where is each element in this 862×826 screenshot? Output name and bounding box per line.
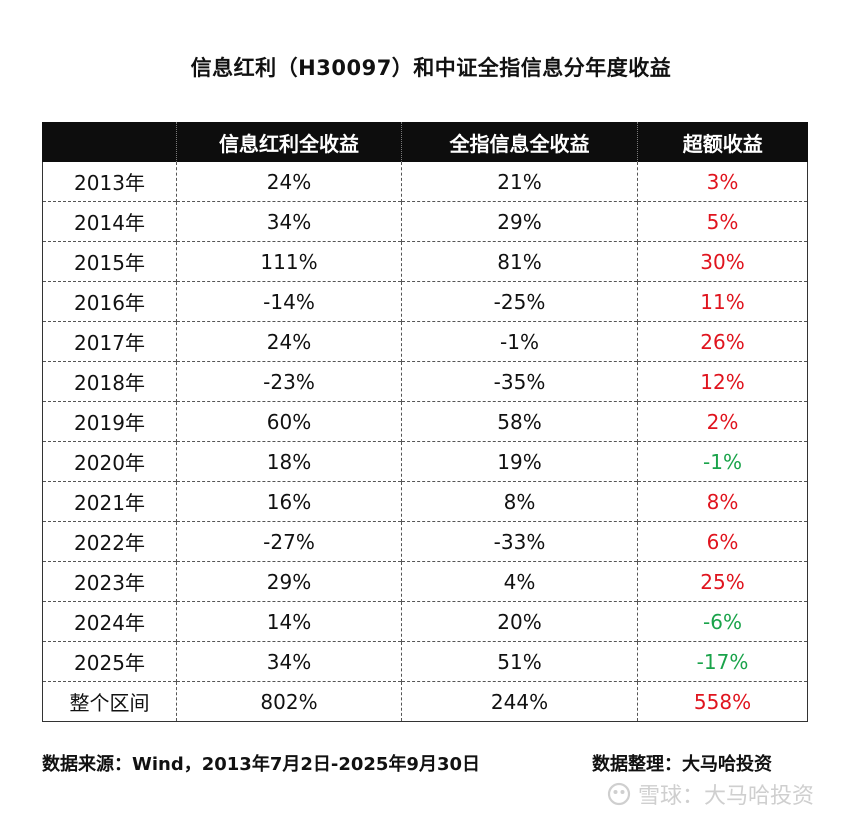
annual-returns-table: 信息红利全收益 全指信息全收益 超额收益 2013年 24% 21% 3% 2014年 3… <box>42 122 808 722</box>
dividend-return-cell: 16% <box>176 481 402 522</box>
year-cell: 2024年 <box>42 601 177 642</box>
index-return-cell: 8% <box>401 481 638 522</box>
year-cell: 2025年 <box>42 641 177 682</box>
excess-return-cell: 26% <box>637 321 808 362</box>
year-cell: 2016年 <box>42 281 177 322</box>
dividend-return-cell: 24% <box>176 162 402 202</box>
index-return-cell: 4% <box>401 561 638 602</box>
excess-return-cell: 5% <box>637 201 808 242</box>
table-body: 2013年 24% 21% 3% 2014年 34% 29% 5% 2015年 111% 81% 30… <box>42 162 808 722</box>
dividend-return-cell: 18% <box>176 441 402 482</box>
table-row: 2025年 34% 51% -17% <box>42 641 808 682</box>
index-return-cell: -25% <box>401 281 638 322</box>
year-cell: 2022年 <box>42 521 177 562</box>
table-row: 2016年 -14% -25% 11% <box>42 281 808 322</box>
excess-return-cell: 6% <box>637 521 808 562</box>
excess-return-cell: 2% <box>637 401 808 442</box>
dividend-return-cell: 14% <box>176 601 402 642</box>
header-index-total-return: 全指信息全收益 <box>401 122 638 162</box>
year-cell: 2019年 <box>42 401 177 442</box>
table-row: 2015年 111% 81% 30% <box>42 241 808 282</box>
year-cell: 2013年 <box>42 162 177 202</box>
table-row: 2021年 16% 8% 8% <box>42 481 808 522</box>
year-cell: 2015年 <box>42 241 177 282</box>
table-row: 2014年 34% 29% 5% <box>42 201 808 242</box>
dividend-return-cell: 24% <box>176 321 402 362</box>
index-return-cell: 81% <box>401 241 638 282</box>
year-cell: 2023年 <box>42 561 177 602</box>
dividend-return-cell: 29% <box>176 561 402 602</box>
table-row: 2017年 24% -1% 26% <box>42 321 808 362</box>
table-row: 2024年 14% 20% -6% <box>42 601 808 642</box>
excess-return-cell: -6% <box>637 601 808 642</box>
data-source-note: 数据来源：Wind，2013年7月2日-2025年9月30日 <box>42 754 481 775</box>
header-excess-return: 超额收益 <box>637 122 808 162</box>
table-header-row: 信息红利全收益 全指信息全收益 超额收益 <box>42 122 808 162</box>
dividend-return-cell: -14% <box>176 281 402 322</box>
header-year <box>42 122 177 162</box>
dividend-return-cell: 60% <box>176 401 402 442</box>
index-return-cell: 51% <box>401 641 638 682</box>
index-return-cell: -35% <box>401 361 638 402</box>
dividend-return-cell: 34% <box>176 641 402 682</box>
year-cell: 2014年 <box>42 201 177 242</box>
excess-return-cell: 25% <box>637 561 808 602</box>
table-row: 2020年 18% 19% -1% <box>42 441 808 482</box>
table-row: 2019年 60% 58% 2% <box>42 401 808 442</box>
table-row: 2013年 24% 21% 3% <box>42 162 808 202</box>
excess-return-cell: 8% <box>637 481 808 522</box>
excess-return-cell: 3% <box>637 162 808 202</box>
header-dividend-total-return: 信息红利全收益 <box>176 122 402 162</box>
index-return-cell: 58% <box>401 401 638 442</box>
year-cell: 2018年 <box>42 361 177 402</box>
index-return-cell: 21% <box>401 162 638 202</box>
dividend-return-cell: 802% <box>176 681 402 722</box>
table-row: 整个区间 802% 244% 558% <box>42 681 808 722</box>
snowball-logo-icon <box>607 782 631 806</box>
year-cell: 2020年 <box>42 441 177 482</box>
excess-return-cell: -1% <box>637 441 808 482</box>
year-cell: 2021年 <box>42 481 177 522</box>
index-return-cell: 20% <box>401 601 638 642</box>
index-return-cell: 29% <box>401 201 638 242</box>
year-cell: 2017年 <box>42 321 177 362</box>
year-cell: 整个区间 <box>42 681 177 722</box>
watermark-text: 雪球：大马哈投资 <box>638 784 815 809</box>
data-compiled-by-note: 数据整理：大马哈投资 <box>592 754 772 775</box>
index-return-cell: -33% <box>401 521 638 562</box>
index-return-cell: -1% <box>401 321 638 362</box>
excess-return-cell: 12% <box>637 361 808 402</box>
dividend-return-cell: -23% <box>176 361 402 402</box>
table-row: 2022年 -27% -33% 6% <box>42 521 808 562</box>
dividend-return-cell: -27% <box>176 521 402 562</box>
dividend-return-cell: 34% <box>176 201 402 242</box>
watermark: 雪球：大马哈投资 <box>606 778 814 810</box>
index-return-cell: 19% <box>401 441 638 482</box>
table-row: 2023年 29% 4% 25% <box>42 561 808 602</box>
excess-return-cell: 558% <box>637 681 808 722</box>
table-row: 2018年 -23% -35% 12% <box>42 361 808 402</box>
excess-return-cell: 30% <box>637 241 808 282</box>
excess-return-cell: -17% <box>637 641 808 682</box>
dividend-return-cell: 111% <box>176 241 402 282</box>
chart-title: 信息红利（H30097）和中证全指信息分年度收益 <box>190 56 672 80</box>
excess-return-cell: 11% <box>637 281 808 322</box>
index-return-cell: 244% <box>401 681 638 722</box>
